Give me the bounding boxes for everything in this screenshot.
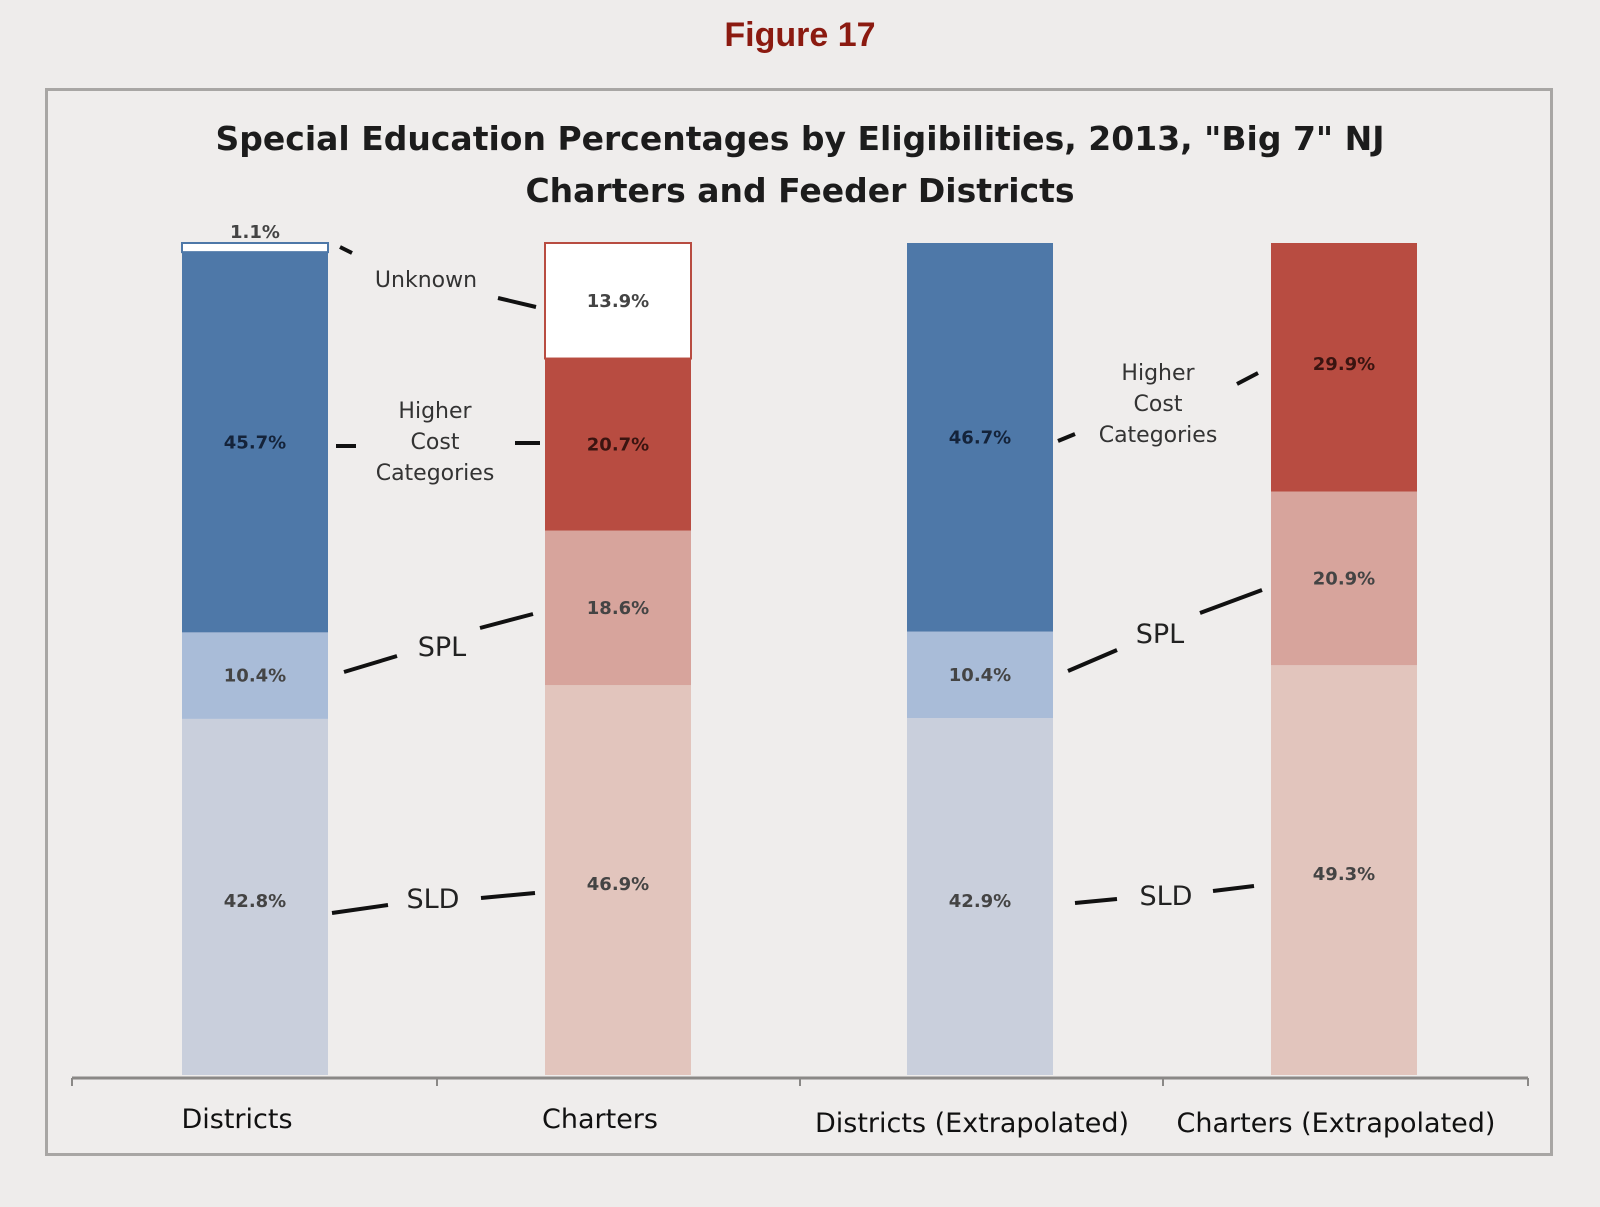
- bar-segment-spl-charters: [545, 530, 691, 686]
- annotation-spl: SPL: [418, 632, 466, 663]
- annotation-sld: SLD: [407, 884, 460, 915]
- data-label: 42.8%: [224, 891, 286, 912]
- annotation-spl: SPL: [1136, 619, 1184, 650]
- data-label: 20.9%: [1313, 568, 1375, 589]
- annotation-leader-line: [480, 891, 536, 900]
- chart-title-line-2: Charters and Feeder Districts: [525, 171, 1074, 210]
- annotation-leader-line: [1236, 371, 1259, 386]
- bar-segment-higher-cost-categories-districts-extrapolated: [907, 243, 1053, 632]
- data-label: 10.4%: [224, 666, 286, 687]
- annotation-higher-cost: Categories: [1099, 423, 1218, 448]
- data-label: 13.9%: [587, 291, 649, 312]
- bar-segment-spl-districts: [182, 632, 328, 719]
- annotation-leader-line: [1067, 648, 1118, 673]
- bar-segment-spl-districts-extrapolated: [907, 631, 1053, 719]
- bar-segment-sld-charters-extrapolated: [1271, 665, 1417, 1075]
- data-label: 20.7%: [587, 435, 649, 456]
- data-label: 45.7%: [224, 432, 286, 453]
- annotation-leader-line: [497, 296, 537, 309]
- annotation-higher-cost: Cost: [411, 430, 460, 455]
- annotation-leader-line: [343, 654, 398, 674]
- data-label: 10.4%: [949, 665, 1011, 686]
- x-tick-label: Charters: [542, 1104, 658, 1135]
- bar-segment-higher-cost-categories-charters: [545, 358, 691, 531]
- annotation-higher-cost: Higher: [398, 399, 472, 424]
- annotation-higher-cost: Cost: [1134, 392, 1183, 417]
- annotation-leader-line: [1074, 897, 1118, 905]
- data-label: 29.9%: [1313, 354, 1375, 375]
- annotation-leader-line: [479, 612, 534, 630]
- annotation-sld: SLD: [1140, 881, 1193, 912]
- bar-segment-unknown-charters: [544, 242, 692, 360]
- bar-segment-sld-districts-extrapolated: [907, 718, 1053, 1075]
- data-label: 1.1%: [230, 222, 280, 243]
- bar-segment-sld-districts: [182, 718, 328, 1075]
- bar-segment-higher-cost-categories-districts: [182, 252, 328, 633]
- bar-segment-spl-charters-extrapolated: [1271, 491, 1417, 666]
- x-tick-label: Districts (Extrapolated): [815, 1108, 1129, 1139]
- data-label: 42.9%: [949, 891, 1011, 912]
- data-label: 46.9%: [587, 874, 649, 895]
- bar-segment-sld-charters: [545, 685, 691, 1075]
- annotation-leader-line: [1199, 588, 1263, 615]
- chart-title-line-1: Special Education Percentages by Eligibi…: [216, 119, 1385, 158]
- data-label: 18.6%: [587, 598, 649, 619]
- data-label: 46.7%: [949, 427, 1011, 448]
- figure-label: Figure 17: [724, 16, 876, 54]
- annotation-leader-line: [1057, 432, 1076, 443]
- x-tick-label: Districts: [181, 1104, 292, 1135]
- bar-segment-higher-cost-categories-charters-extrapolated: [1271, 243, 1417, 492]
- annotation-leader-line: [331, 903, 389, 915]
- x-tick-label: Charters (Extrapolated): [1177, 1108, 1496, 1139]
- annotation-higher-cost: Higher: [1121, 361, 1195, 386]
- annotation-leader-line: [339, 245, 353, 255]
- annotation-leader-line: [1212, 884, 1255, 893]
- bar-segment-unknown-districts: [181, 242, 329, 254]
- data-label: 49.3%: [1313, 864, 1375, 885]
- annotation-unknown: Unknown: [375, 268, 477, 293]
- annotation-higher-cost: Categories: [376, 461, 495, 486]
